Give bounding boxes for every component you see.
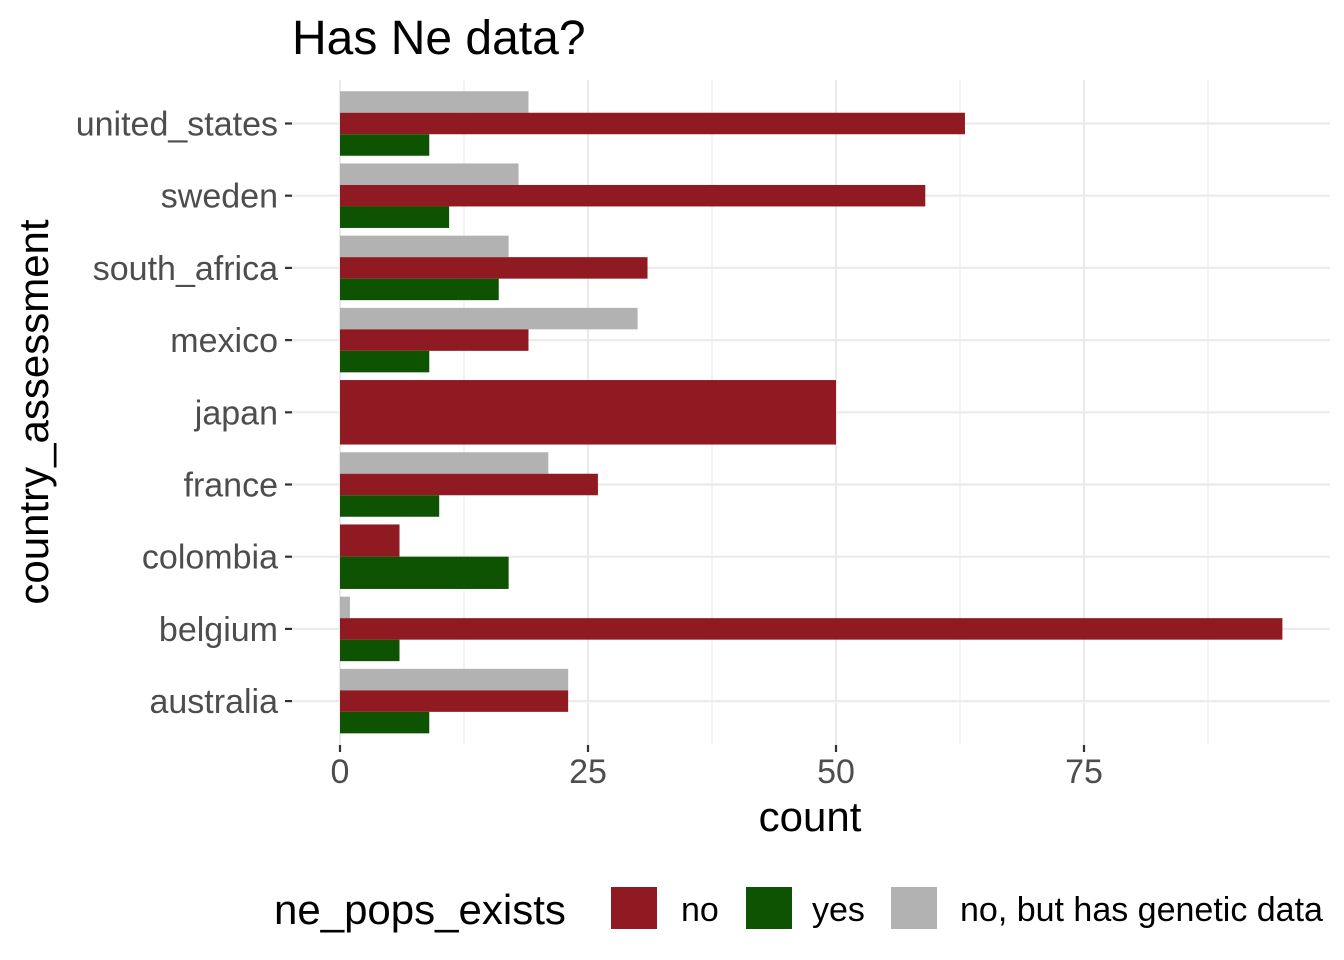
x-axis-title: count [759, 793, 862, 840]
legend-title: ne_pops_exists [274, 886, 566, 933]
bar-mexico-yes [340, 350, 430, 373]
bar-united-states-yes [340, 134, 430, 156]
bar-belgium-no-but-has-genetic-data [340, 596, 350, 619]
bars [340, 91, 1283, 734]
bar-france-no [340, 473, 598, 496]
legend-label: no, but has genetic data [960, 891, 1323, 929]
bar-france-no-but-has-genetic-data [340, 452, 549, 474]
bar-france-yes [340, 495, 440, 517]
x-axis-ticks: 0 25 50 75 [331, 745, 1103, 791]
bar-south-africa-yes [340, 278, 499, 301]
x-tick-label: 75 [1065, 753, 1103, 791]
bar-belgium-no [340, 618, 1283, 640]
y-tick-label: mexico [170, 322, 278, 360]
bar-sweden-yes [340, 206, 450, 228]
bar-united-states-no [340, 112, 965, 135]
x-tick-label: 50 [817, 753, 855, 791]
legend-label: yes [812, 891, 865, 929]
x-tick-label: 0 [331, 753, 350, 791]
bar-colombia-yes [340, 556, 509, 589]
legend: ne_pops_exists no yes no, but has genetic … [274, 886, 1323, 933]
y-tick-label: france [184, 467, 279, 505]
bar-australia-yes [340, 711, 430, 734]
y-tick-label: colombia [142, 539, 278, 577]
y-axis-title: country_assessment [10, 219, 57, 605]
y-tick-label: japan [194, 394, 278, 432]
legend-key-no [611, 887, 657, 929]
bar-south-africa-no-but-has-genetic-data [340, 235, 509, 258]
legend-label: no [681, 891, 719, 929]
y-tick-label: belgium [159, 611, 278, 649]
chart-title: Has Ne data? [292, 12, 586, 65]
bar-south-africa-no [340, 257, 648, 279]
bar-colombia-no [340, 524, 400, 557]
y-tick-label: sweden [161, 178, 278, 216]
bar-mexico-no [340, 329, 529, 351]
legend-key-yes [746, 887, 792, 929]
y-axis-ticks: australia belgium colombia france japan mexic… [76, 106, 292, 721]
bar-united-states-no-but-has-genetic-data [340, 91, 529, 113]
bar-belgium-yes [340, 639, 400, 662]
y-tick-label: south_africa [93, 250, 278, 288]
bar-australia-no [340, 690, 569, 712]
legend-key-no-but-has-genetic-data [891, 887, 937, 929]
x-tick-label: 25 [569, 753, 607, 791]
bar-sweden-no [340, 184, 926, 207]
y-tick-label: australia [149, 683, 278, 721]
bar-mexico-no-but-has-genetic-data [340, 307, 638, 330]
y-tick-label: united_states [76, 106, 278, 144]
bar-japan-no [340, 380, 836, 445]
bar-sweden-no-but-has-genetic-data [340, 163, 519, 185]
bar-australia-no-but-has-genetic-data [340, 668, 569, 691]
